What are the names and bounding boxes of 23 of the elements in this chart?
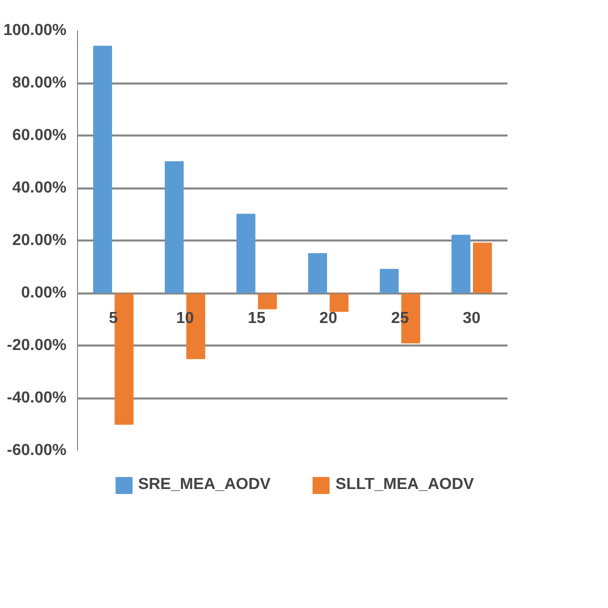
y-tick-label: 20.00%	[12, 232, 66, 249]
y-tick-label: -60.00%	[6, 442, 66, 459]
y-tick-label: 80.00%	[12, 74, 66, 92]
bar	[330, 292, 349, 312]
x-tick-label: 15	[248, 310, 266, 327]
bar	[164, 161, 184, 294]
legend-label: SLLT_MEA_AODV	[336, 476, 474, 494]
y-tick-label: 100.00%	[3, 22, 67, 39]
bar	[236, 214, 256, 294]
x-tick-label: 20	[319, 310, 338, 327]
bar	[380, 268, 399, 294]
bar	[451, 234, 470, 294]
bar	[258, 292, 277, 310]
bar	[308, 253, 328, 294]
y-tick-label: 0.00%	[21, 284, 67, 302]
bar	[472, 242, 492, 294]
y-tick-label: -20.00%	[6, 337, 66, 354]
y-tick-label: -40.00%	[6, 390, 66, 406]
y-tick-label: 40.00%	[12, 180, 66, 196]
y-tick-label: 60.00%	[12, 127, 66, 144]
x-tick-label: 30	[462, 310, 481, 327]
bar	[93, 46, 112, 294]
legend-label: SRE_MEA_AODV	[138, 476, 271, 494]
